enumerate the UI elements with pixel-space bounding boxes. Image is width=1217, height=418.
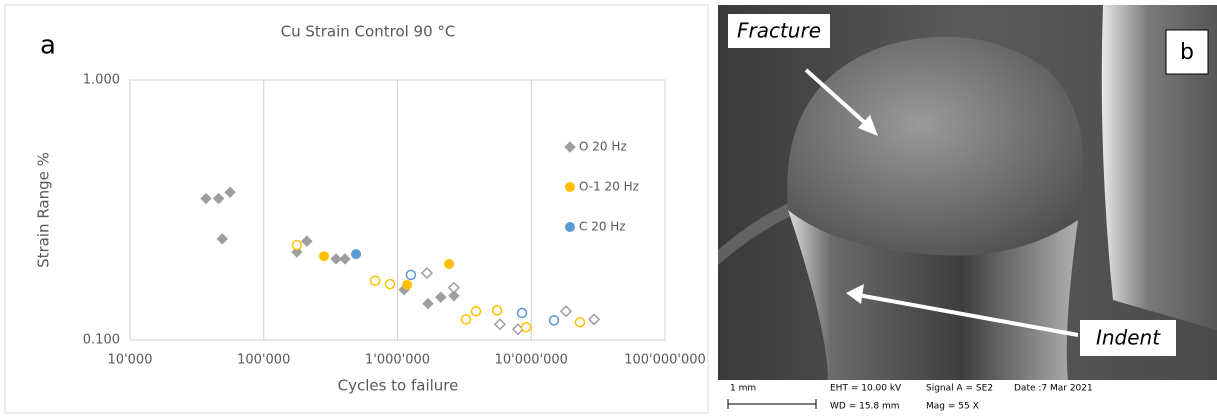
legend-label: O-1 20 Hz <box>579 180 639 194</box>
marker <box>461 315 470 324</box>
sem-image: Fracture Indent b 1 mm EHT = 10.00 kV WD… <box>718 0 1217 418</box>
legend-label: O 20 Hz <box>579 140 627 154</box>
chart-title: Cu Strain Control 90 °C <box>281 23 456 41</box>
legend-marker <box>566 183 575 192</box>
x-tick-label: 1'000'000 <box>365 353 430 368</box>
x-axis-title: Cycles to failure <box>338 377 459 395</box>
panel-label: a <box>40 31 56 61</box>
marker <box>445 260 454 269</box>
scale-label: 1 mm <box>730 384 756 394</box>
marker <box>550 316 559 325</box>
marker <box>403 280 412 289</box>
info-text: Mag = 55 X <box>926 402 979 412</box>
panel-label: b <box>1180 40 1194 65</box>
x-tick-label: 100'000'000 <box>624 353 706 368</box>
info-text: WD = 15.8 mm <box>830 402 900 412</box>
annotation: Fracture <box>737 19 821 43</box>
marker <box>386 280 395 289</box>
marker <box>352 250 361 259</box>
chart: a Cu Strain Control 90 °C Cycles to fail… <box>0 0 712 418</box>
y-axis-title: Strain Range % <box>35 152 53 268</box>
marker <box>319 252 328 261</box>
annotation: Indent <box>1096 326 1161 350</box>
marker <box>493 306 502 315</box>
x-tick-label: 100'000 <box>237 353 290 368</box>
marker <box>471 307 480 316</box>
x-tick-label: 10'000'000 <box>495 353 568 368</box>
y-tick-label: 1.000 <box>83 73 120 88</box>
marker <box>371 276 380 285</box>
info-text: Signal A = SE2 <box>926 384 993 394</box>
x-tick-label: 10'000 <box>108 353 153 368</box>
legend-marker <box>566 223 575 232</box>
info-text: EHT = 10.00 kV <box>830 384 902 394</box>
y-tick-label: 0.100 <box>83 333 120 348</box>
legend-label: C 20 Hz <box>579 220 626 234</box>
marker <box>575 318 584 327</box>
page: a Cu Strain Control 90 °C Cycles to fail… <box>0 0 1217 418</box>
info-text: Date :7 Mar 2021 <box>1014 384 1093 394</box>
marker <box>292 240 301 249</box>
marker <box>522 323 531 332</box>
marker <box>406 270 415 279</box>
marker <box>518 309 527 318</box>
